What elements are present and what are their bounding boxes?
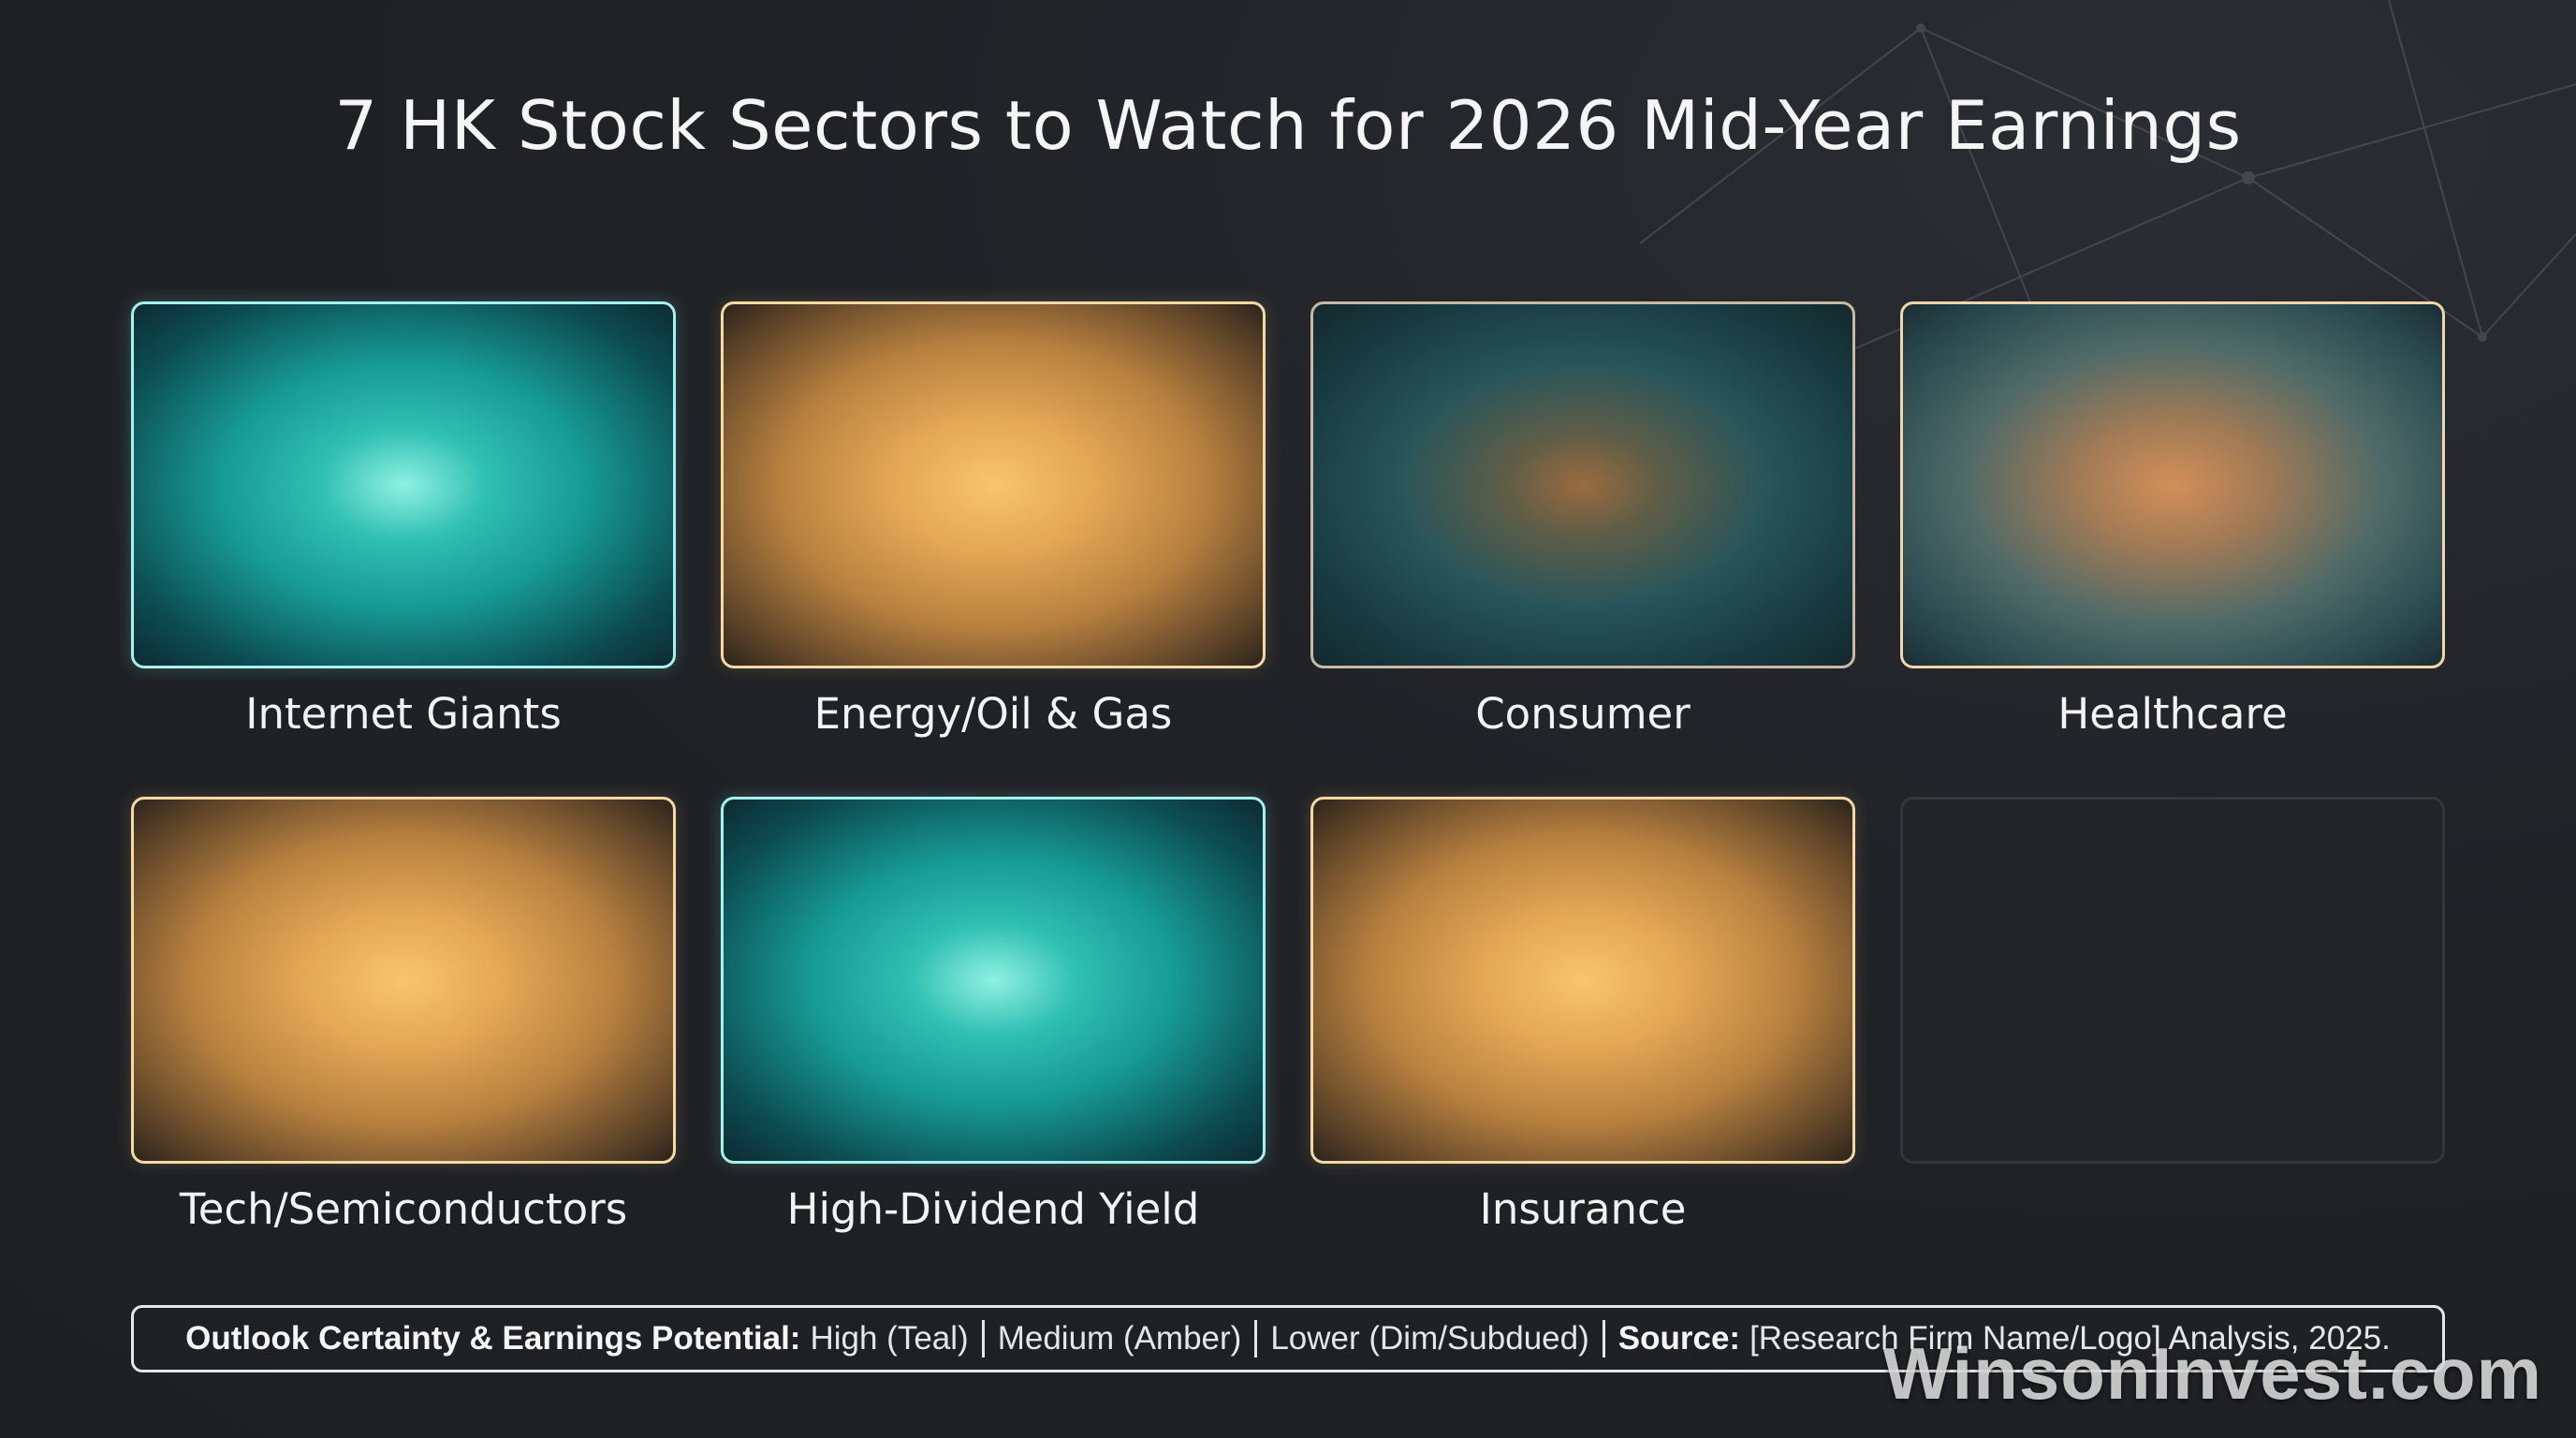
sector-label-healthcare: Healthcare	[2057, 689, 2288, 739]
legend-source-text: [Research Firm Name/Logo] Analysis, 2025…	[1749, 1320, 2391, 1357]
sector-label-high-dividend-yield: High-Dividend Yield	[786, 1184, 1200, 1234]
sector-label-energy: Energy/Oil & Gas	[813, 689, 1173, 739]
sector-tile-internet-giants[interactable]	[131, 301, 676, 668]
sector-label-insurance: Insurance	[1479, 1184, 1687, 1234]
legend-source-label: Source:	[1617, 1320, 1741, 1357]
sector-label-internet-giants: Internet Giants	[245, 689, 562, 739]
legend-separator	[981, 1320, 985, 1357]
page-title: 7 HK Stock Sectors to Watch for 2026 Mid…	[334, 86, 2242, 165]
watermark: WinsonInvest.com	[1882, 1332, 2542, 1415]
legend-bar: Outlook Certainty & Earnings Potential: …	[131, 1305, 2445, 1372]
legend-separator	[1254, 1320, 1258, 1357]
legend-heading: Outlook Certainty & Earnings Potential:	[185, 1320, 801, 1357]
sector-label-consumer: Consumer	[1475, 689, 1690, 739]
legend-separator	[1602, 1320, 1605, 1357]
sector-label-tech-semiconductors: Tech/Semiconductors	[179, 1184, 628, 1234]
sector-tile-consumer[interactable]	[1310, 301, 1855, 668]
legend-high: High (Teal)	[810, 1320, 969, 1357]
legend-medium: Medium (Amber)	[997, 1320, 1242, 1357]
sector-tile-high-dividend-yield[interactable]	[721, 797, 1266, 1164]
sector-tile-energy[interactable]	[721, 301, 1266, 668]
empty-tile-placeholder	[1900, 797, 2445, 1164]
sector-tile-healthcare[interactable]	[1900, 301, 2445, 668]
sector-tile-tech-semiconductors[interactable]	[131, 797, 676, 1164]
sector-tile-insurance[interactable]	[1310, 797, 1855, 1164]
legend-lower: Lower (Dim/Subdued)	[1270, 1320, 1589, 1357]
